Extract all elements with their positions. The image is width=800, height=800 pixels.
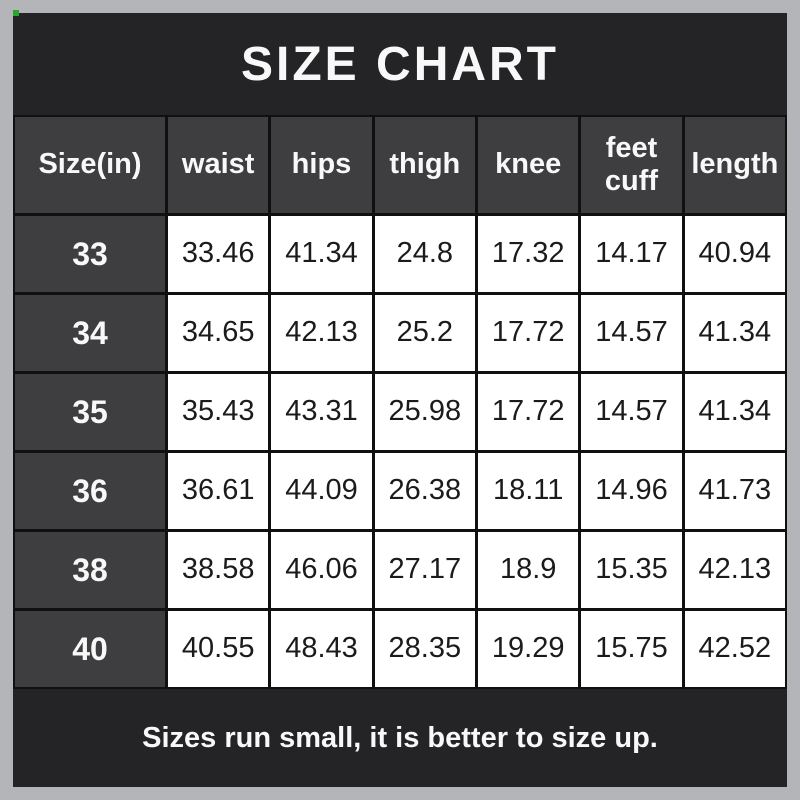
size-row-label: 40: [15, 611, 165, 687]
data-cell: 40.94: [684, 216, 785, 292]
data-cell: 42.13: [684, 532, 785, 608]
data-cell: 27.17: [374, 532, 475, 608]
data-cell: 25.2: [374, 295, 475, 371]
column-header: length: [684, 117, 785, 213]
data-cell: 41.34: [684, 374, 785, 450]
data-cell: 40.55: [168, 611, 269, 687]
data-cell: 18.9: [478, 532, 579, 608]
data-cell: 17.72: [478, 295, 579, 371]
data-cell: 35.43: [168, 374, 269, 450]
data-cell: 15.35: [581, 532, 682, 608]
data-cell: 26.38: [374, 453, 475, 529]
size-row-label: 36: [15, 453, 165, 529]
data-cell: 41.34: [271, 216, 372, 292]
size-chart-panel: SIZE CHART Size(in) waist hips thigh knee fee…: [13, 13, 787, 787]
data-cell: 14.57: [581, 374, 682, 450]
data-cell: 41.73: [684, 453, 785, 529]
data-cell: 18.11: [478, 453, 579, 529]
column-header: feet cuff: [581, 117, 682, 213]
data-cell: 33.46: [168, 216, 269, 292]
size-row-label: 34: [15, 295, 165, 371]
data-cell: 36.61: [168, 453, 269, 529]
data-cell: 46.06: [271, 532, 372, 608]
size-row-label: 35: [15, 374, 165, 450]
page-title: SIZE CHART: [13, 13, 787, 115]
data-cell: 34.65: [168, 295, 269, 371]
data-cell: 17.32: [478, 216, 579, 292]
data-cell: 15.75: [581, 611, 682, 687]
data-cell: 41.34: [684, 295, 785, 371]
column-header: waist: [168, 117, 269, 213]
size-row-label: 38: [15, 532, 165, 608]
data-cell: 24.8: [374, 216, 475, 292]
corner-artifact-dot: [13, 10, 19, 16]
data-cell: 19.29: [478, 611, 579, 687]
column-header: hips: [271, 117, 372, 213]
size-row-label: 33: [15, 216, 165, 292]
data-cell: 38.58: [168, 532, 269, 608]
data-cell: 44.09: [271, 453, 372, 529]
data-cell: 14.57: [581, 295, 682, 371]
data-cell: 25.98: [374, 374, 475, 450]
data-cell: 42.13: [271, 295, 372, 371]
footer-note: Sizes run small, it is better to size up…: [13, 689, 787, 787]
column-header-size: Size(in): [15, 117, 165, 213]
data-cell: 28.35: [374, 611, 475, 687]
data-cell: 42.52: [684, 611, 785, 687]
data-cell: 14.96: [581, 453, 682, 529]
column-header: thigh: [374, 117, 475, 213]
column-header: knee: [478, 117, 579, 213]
data-cell: 43.31: [271, 374, 372, 450]
size-table: Size(in) waist hips thigh knee feet cuff lengt…: [13, 117, 787, 687]
data-cell: 48.43: [271, 611, 372, 687]
data-cell: 14.17: [581, 216, 682, 292]
data-cell: 17.72: [478, 374, 579, 450]
